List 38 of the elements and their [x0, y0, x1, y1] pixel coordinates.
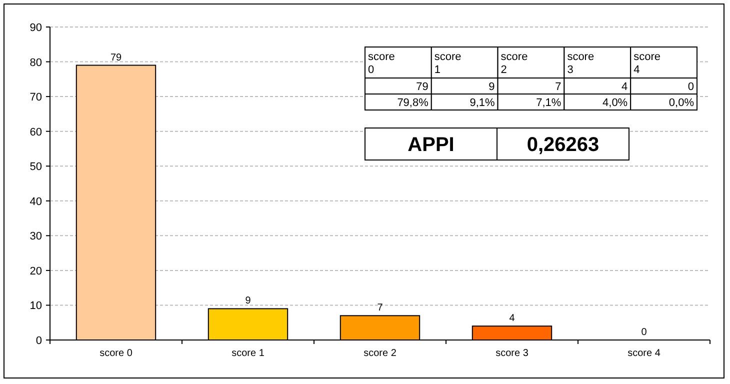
annotation: 0,0% — [668, 97, 694, 109]
annotation: 0 — [368, 64, 374, 76]
annotation: 79,8% — [397, 97, 429, 109]
data-label: 0 — [641, 327, 648, 338]
y-tick-label: 90 — [30, 22, 42, 34]
y-tick-label: 30 — [30, 230, 42, 243]
category-label: score — [368, 51, 395, 63]
category-label: score 2 — [500, 51, 528, 76]
y-tick-label: 10 — [30, 300, 42, 312]
data-label: 79 — [110, 52, 122, 64]
y-tick-label: 80 — [30, 56, 42, 69]
y-tick-label: 40 — [30, 196, 42, 208]
annotation: 0,26263 — [526, 134, 600, 156]
annotation: APPI — [408, 134, 454, 156]
x-tick-label: score 2 — [364, 348, 397, 359]
annotation: 9 — [488, 81, 495, 93]
data-label: 9 — [245, 296, 252, 307]
y-tick-label: 70 — [30, 92, 42, 104]
x-tick-label: score 0 — [100, 348, 133, 359]
category-label: score 3 — [567, 51, 594, 76]
text: 0 — [688, 81, 694, 93]
annotation: 7 — [555, 81, 562, 93]
y-tick-label: 0 — [36, 335, 42, 347]
data-label: 7 — [377, 302, 384, 314]
annotation: 4 — [621, 81, 628, 93]
annotation: 9,1% — [470, 97, 496, 109]
data-label: 4 — [509, 313, 516, 324]
annotation: 4,0% — [602, 97, 628, 109]
x-tick-label: score 4 — [628, 348, 661, 359]
category-label: score 1 — [434, 51, 462, 76]
category-label: score 4 — [634, 51, 661, 76]
annotation: 7,1% — [536, 97, 562, 109]
annotation: 79 — [416, 81, 428, 93]
y-tick-label: 20 — [30, 265, 42, 278]
y-tick-label: 50 — [30, 161, 42, 174]
y-tick-label: 60 — [30, 126, 42, 138]
x-tick-label: score 1 — [232, 348, 265, 359]
x-tick-label: score 3 — [496, 348, 529, 359]
